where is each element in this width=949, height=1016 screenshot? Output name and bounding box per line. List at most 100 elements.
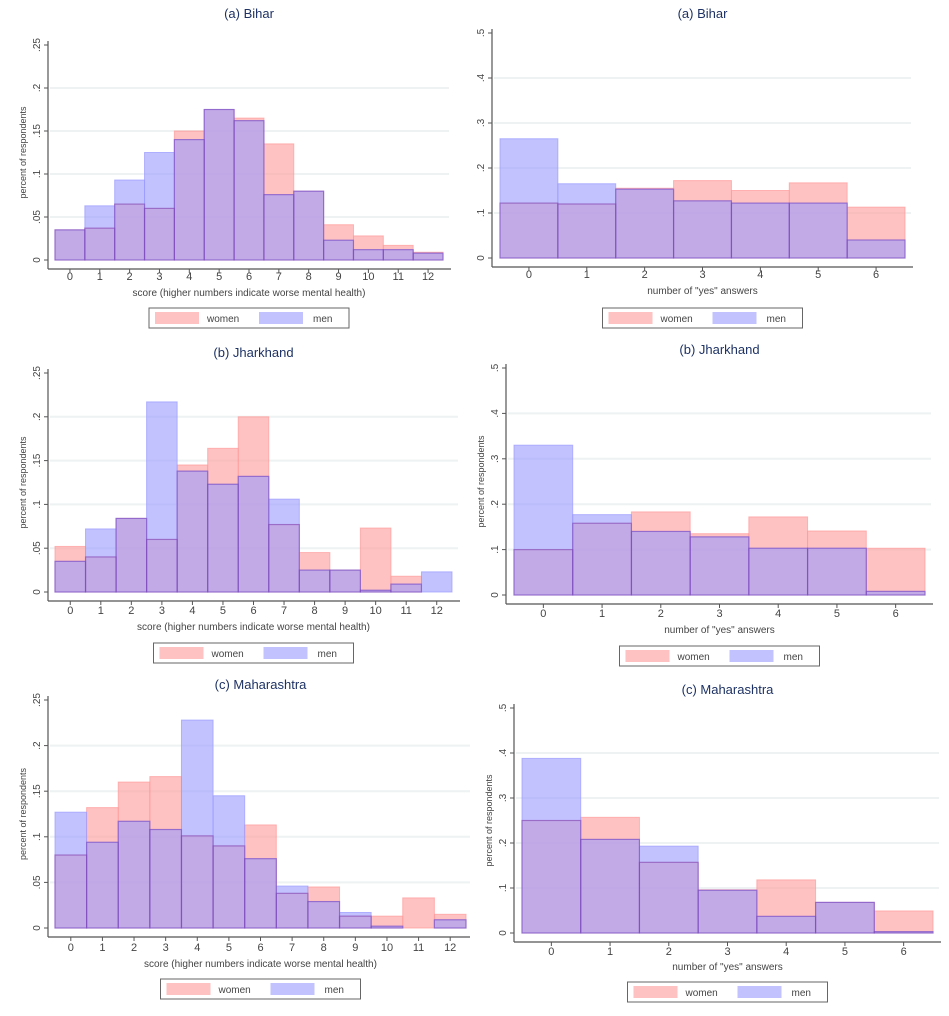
y-tick-label: 0: [476, 255, 487, 261]
bar-men-3: [149, 829, 182, 929]
x-tick-label: 12: [422, 271, 434, 283]
x-tick-label: 5: [216, 271, 222, 283]
bar-men-3: [146, 401, 178, 593]
bar-overlap-outline: [873, 931, 934, 934]
bar-overlap-outline: [865, 590, 926, 596]
panel-jharkhand-yes: (b) Jharkhand 0 .1 .2 .3 .4 .5 percent of respo…: [470, 330, 949, 670]
bar-men-3: [673, 200, 732, 259]
y-tick-label: .5: [490, 363, 501, 372]
y-tick-label: 0: [32, 589, 43, 595]
legend-label-men: men: [792, 988, 811, 999]
legend-swatch-men: [270, 983, 315, 995]
bar-men-2: [630, 530, 691, 596]
y-tick-label: .1: [32, 169, 43, 178]
bar-men-12: [420, 571, 453, 593]
bar-overlap-outline: [697, 889, 758, 934]
legend-swatch-women: [625, 650, 670, 662]
y-tick-label: 0: [32, 925, 43, 931]
y-tick-label: .1: [498, 883, 509, 892]
y-tick-label: .4: [490, 409, 501, 418]
bar-men-7: [275, 885, 309, 929]
bar-women-6: [873, 910, 934, 934]
bar-men-1: [557, 183, 617, 259]
bar-men-5: [203, 109, 235, 261]
x-tick-label: 9: [335, 271, 341, 283]
panel-bihar-yes: (a) Bihar 0 .1 .2 .3 .4 .5 0 1 2 3 4 5 6 number of "ye…: [470, 0, 949, 330]
bar-men-7: [268, 498, 300, 593]
bar-overlap-outline: [806, 547, 867, 596]
legend-swatch-women: [155, 312, 199, 324]
bar-men-6: [846, 239, 906, 259]
y-tick-label: .1: [476, 208, 487, 217]
y-axis-label: percent of respondents: [18, 106, 28, 199]
y-tick-label: .2: [32, 412, 43, 421]
bar-men-3: [144, 152, 175, 261]
legend: women men: [148, 307, 350, 329]
legend-swatch-women: [633, 986, 678, 998]
y-tick-label: .3: [490, 454, 501, 463]
x-axis-label: number of "yes" answers: [647, 286, 757, 297]
bar-men-1: [580, 838, 640, 934]
x-tick-label: 0: [68, 942, 74, 954]
bar-women-6: [865, 547, 926, 596]
bar-men-11: [390, 583, 422, 593]
x-tick-label: 3: [163, 942, 169, 954]
x-tick-label: 5: [220, 605, 226, 617]
x-tick-label: 11: [413, 942, 424, 954]
bar-men-2: [115, 517, 148, 593]
x-tick-label: 2: [658, 608, 664, 620]
bar-men-6: [233, 120, 265, 261]
x-tick-label: 1: [607, 946, 613, 958]
bar-men-6: [237, 475, 270, 593]
y-tick-label: .05: [32, 541, 43, 555]
bar-overlap-outline: [412, 252, 444, 261]
chart-title: (c) Maharashtra: [215, 677, 308, 692]
x-tick-label: 8: [321, 942, 327, 954]
x-tick-label: 3: [724, 946, 730, 958]
y-tick-label: .2: [498, 838, 509, 847]
y-tick-label: .4: [476, 73, 487, 82]
bar-men-5: [788, 202, 848, 259]
x-tick-label: 6: [893, 608, 899, 620]
legend-label-women: women: [660, 314, 693, 325]
x-tick-label: 0: [540, 608, 546, 620]
y-tick-label: .05: [32, 210, 43, 224]
x-tick-label: 6: [901, 946, 907, 958]
x-tick-label: 2: [131, 942, 137, 954]
legend: women men: [153, 642, 354, 664]
x-tick-label: 3: [716, 608, 722, 620]
legend-label-women: women: [211, 649, 244, 660]
bar-men-0: [521, 757, 582, 934]
chart-maharashtra-score: (c) Maharashtra 0 .05 .1 .15 .2 .25 percent of …: [18, 677, 474, 1000]
chart-title: (a) Bihar: [224, 6, 275, 21]
bar-men-2: [114, 179, 146, 261]
y-axis-label: percent of respondents: [476, 435, 486, 528]
x-tick-label: 0: [67, 271, 73, 283]
bar-overlap-outline: [307, 900, 341, 929]
bar-overlap-outline: [390, 583, 423, 593]
legend-label-men: men: [325, 985, 344, 996]
x-tick-label: 7: [289, 942, 295, 954]
y-tick-label: .05: [32, 875, 43, 889]
panel-bihar-score: (a) Bihar 0 .05 .1 .15 .2 .25 percent of respon…: [0, 0, 470, 330]
legend-label-men: men: [313, 314, 332, 325]
legend-label-women: women: [218, 985, 251, 996]
bar-men-7: [263, 194, 295, 261]
bar-men-8: [307, 901, 341, 929]
x-axis-label: score (higher numbers indicate worse men…: [137, 622, 370, 633]
x-tick-label: 10: [362, 271, 374, 283]
bar-overlap-outline: [846, 239, 906, 259]
bar-men-10: [352, 249, 384, 261]
y-tick-label: .5: [476, 28, 487, 37]
x-tick-label: 12: [444, 942, 456, 954]
x-tick-label: 5: [842, 946, 848, 958]
y-tick-label: .15: [32, 784, 43, 798]
y-tick-label: 0: [490, 592, 501, 598]
bar-men-3: [697, 889, 758, 934]
x-tick-label: 4: [194, 942, 200, 954]
bar-men-0: [54, 811, 88, 929]
bar-men-8: [298, 569, 331, 593]
x-tick-label: 0: [67, 605, 73, 617]
x-tick-label: 6: [873, 269, 879, 281]
y-tick-label: .25: [32, 366, 43, 380]
